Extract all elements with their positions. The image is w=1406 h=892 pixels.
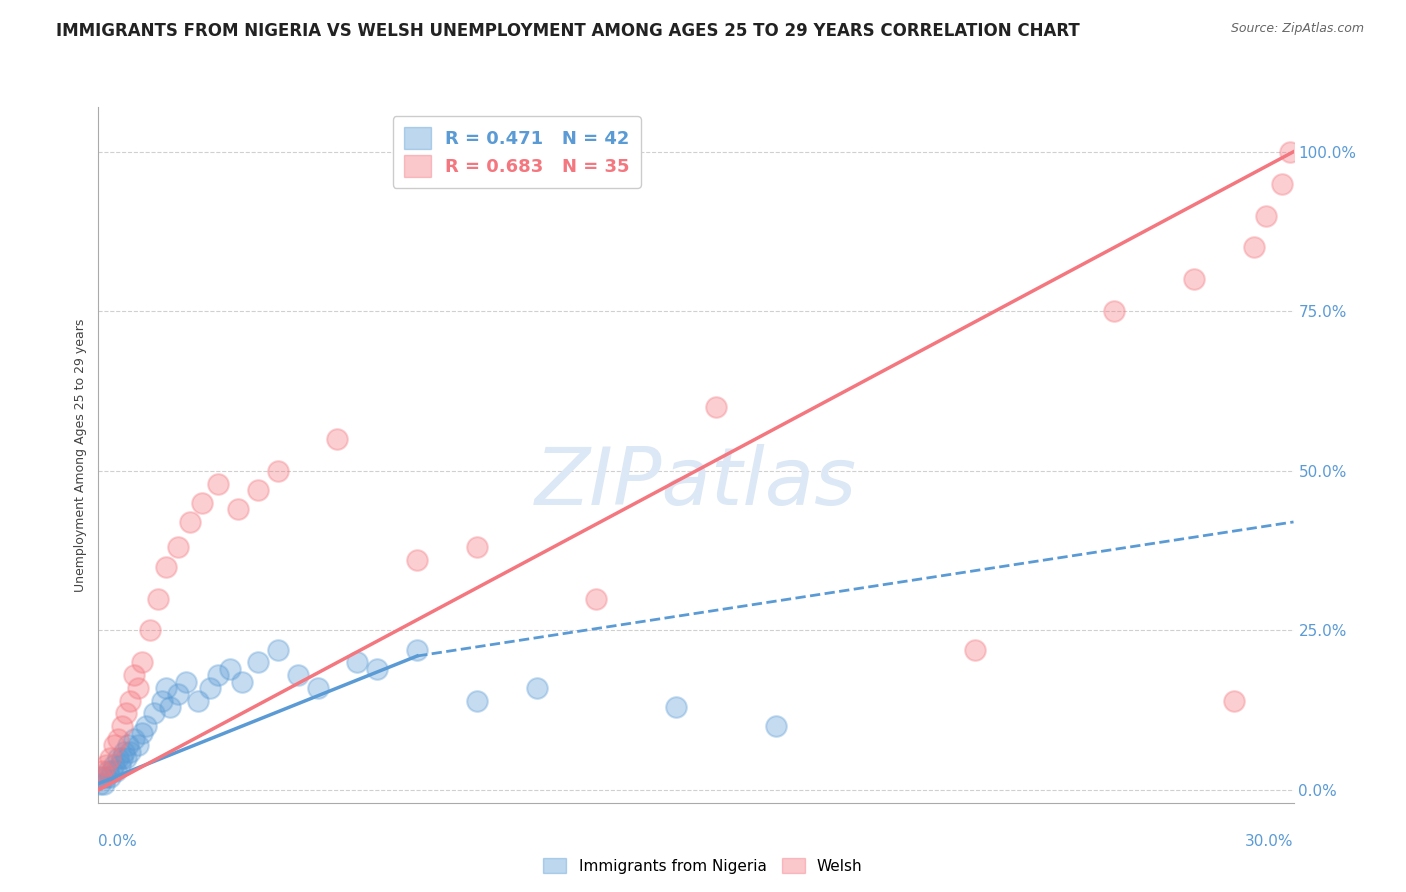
Point [115, 706, 138, 721]
Point [267, 464, 290, 478]
Point [406, 642, 429, 657]
Point [131, 725, 153, 739]
Point [1182, 272, 1205, 286]
Text: IMMIGRANTS FROM NIGERIA VS WELSH UNEMPLOYMENT AMONG AGES 25 TO 29 YEARS CORRELAT: IMMIGRANTS FROM NIGERIA VS WELSH UNEMPLO… [56, 22, 1080, 40]
Point [963, 642, 986, 657]
Point [207, 476, 229, 491]
Point [226, 502, 249, 516]
Point [120, 745, 142, 759]
Point [246, 483, 269, 497]
Point [89, 777, 111, 791]
Point [101, 764, 124, 778]
Point [231, 674, 253, 689]
Point [207, 668, 229, 682]
Point [97, 764, 120, 778]
Point [174, 674, 197, 689]
Point [124, 731, 146, 746]
Point [465, 694, 488, 708]
Point [187, 694, 209, 708]
Point [98, 770, 122, 784]
Point [131, 656, 153, 670]
Point [1104, 304, 1126, 318]
Text: ZIPatlas: ZIPatlas [534, 443, 858, 522]
Point [96, 757, 118, 772]
Point [155, 559, 177, 574]
Point [96, 770, 118, 784]
Point [465, 541, 488, 555]
Point [198, 681, 221, 695]
Point [148, 591, 170, 606]
Legend: Immigrants from Nigeria, Welsh: Immigrants from Nigeria, Welsh [537, 852, 869, 880]
Point [665, 700, 688, 714]
Point [585, 591, 607, 606]
Point [127, 739, 149, 753]
Point [111, 751, 134, 765]
Point [1254, 209, 1277, 223]
Legend: R = 0.471   N = 42, R = 0.683   N = 35: R = 0.471 N = 42, R = 0.683 N = 35 [392, 116, 641, 188]
Point [155, 681, 177, 695]
Point [267, 642, 290, 657]
Point [246, 656, 269, 670]
Point [307, 681, 329, 695]
Point [139, 624, 162, 638]
Point [167, 541, 190, 555]
Point [704, 400, 727, 414]
Point [112, 745, 135, 759]
Point [107, 751, 129, 765]
Point [91, 764, 114, 778]
Point [219, 662, 242, 676]
Point [135, 719, 157, 733]
Point [105, 764, 128, 778]
Point [326, 432, 349, 446]
Point [1271, 177, 1294, 191]
Text: 30.0%: 30.0% [1246, 834, 1294, 849]
Point [103, 757, 125, 772]
Point [406, 553, 429, 567]
Point [765, 719, 787, 733]
Point [179, 515, 201, 529]
Y-axis label: Unemployment Among Ages 25 to 29 years: Unemployment Among Ages 25 to 29 years [75, 318, 87, 591]
Point [103, 739, 125, 753]
Point [124, 668, 146, 682]
Point [107, 731, 129, 746]
Point [89, 770, 111, 784]
Text: 0.0%: 0.0% [98, 834, 138, 849]
Point [1278, 145, 1301, 159]
Point [526, 681, 548, 695]
Point [191, 496, 214, 510]
Point [1243, 240, 1265, 254]
Point [111, 719, 134, 733]
Point [287, 668, 309, 682]
Point [91, 770, 114, 784]
Point [127, 681, 149, 695]
Point [120, 694, 142, 708]
Point [167, 687, 190, 701]
Point [1223, 694, 1246, 708]
Point [93, 777, 115, 791]
Point [117, 739, 139, 753]
Point [98, 751, 122, 765]
Point [366, 662, 388, 676]
Text: Source: ZipAtlas.com: Source: ZipAtlas.com [1230, 22, 1364, 36]
Point [150, 694, 173, 708]
Point [110, 757, 132, 772]
Point [143, 706, 166, 721]
Point [346, 656, 368, 670]
Point [115, 751, 138, 765]
Point [159, 700, 181, 714]
